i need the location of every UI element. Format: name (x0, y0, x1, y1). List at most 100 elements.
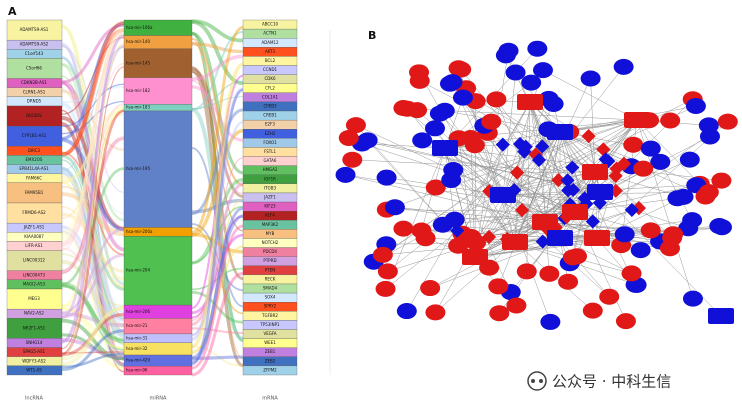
node-label: FSTL1 (264, 149, 276, 154)
node-label: CLRN1-AS1 (23, 89, 46, 94)
flow (61, 136, 125, 274)
node (335, 166, 356, 183)
node-label: WDFY3-AS2 (22, 358, 46, 363)
edge (574, 198, 678, 213)
flow (191, 355, 244, 361)
flow (191, 107, 244, 341)
flow (191, 120, 244, 337)
flow (191, 178, 244, 265)
flow (191, 67, 244, 198)
node (640, 222, 661, 239)
node-label: hsa-mir-106a (126, 25, 153, 30)
node (581, 129, 596, 144)
flow (61, 312, 125, 328)
flow (191, 183, 244, 326)
flow (191, 223, 244, 292)
node (562, 249, 583, 266)
node-label: WT1-AS (26, 367, 42, 372)
flow (61, 30, 125, 246)
node (673, 188, 694, 205)
node-label: CDKN2B-AS1 (21, 80, 47, 85)
flow (61, 284, 125, 351)
flow (61, 86, 125, 104)
flow (191, 19, 244, 43)
edge (361, 143, 576, 213)
node-label: ADAMTS9-AS2 (20, 42, 49, 47)
node (699, 128, 720, 145)
node-label: EPB41L4A-AS1 (19, 166, 49, 171)
edge (544, 131, 561, 223)
flow (191, 66, 244, 281)
flow (61, 312, 125, 357)
flow (61, 281, 125, 344)
node-label: ZEB2 (265, 358, 276, 363)
flow (191, 198, 244, 355)
node (614, 226, 635, 243)
node-label: CYP1B1-AS1 (22, 133, 47, 138)
edge (444, 147, 576, 213)
node (663, 226, 684, 243)
flow (191, 290, 244, 324)
edge (406, 101, 531, 312)
sankey-node (123, 110, 193, 228)
edge (636, 119, 700, 184)
flow (61, 212, 125, 273)
flow (61, 306, 125, 366)
node (452, 89, 473, 106)
flow (61, 20, 125, 157)
node-label: SPAG5-AS1 (23, 349, 46, 354)
flow (61, 106, 125, 182)
node-label: WEE1 (264, 340, 276, 345)
flow (191, 80, 244, 111)
flow (61, 167, 125, 286)
node (580, 70, 601, 87)
node (375, 280, 396, 297)
node-label: NAV2-AS2 (24, 311, 44, 316)
edge (594, 119, 638, 173)
flow (61, 103, 125, 247)
node (679, 151, 700, 168)
flow (191, 96, 244, 110)
watermark-text: 公众号 · 中科生信 (552, 373, 671, 391)
node-label: hsa-mir-140 (126, 39, 150, 44)
column-title: lncRNA (25, 396, 44, 402)
flow (61, 170, 125, 368)
node (432, 216, 453, 233)
hub-node (532, 214, 558, 230)
flow (61, 253, 125, 319)
column-title: miRNA (150, 396, 167, 402)
flow (61, 66, 125, 350)
node (434, 102, 455, 119)
flow (61, 110, 125, 275)
node-label: hsa-mir-21 (126, 323, 148, 328)
node-label: FAM95B1 (25, 190, 44, 195)
flow (61, 34, 125, 235)
flow (61, 24, 125, 359)
node (425, 304, 446, 321)
flow (191, 25, 244, 235)
flow (61, 42, 125, 358)
node (489, 305, 510, 322)
node-label: hsa-mir-145 (126, 60, 150, 65)
node-label: KIF23 (264, 204, 276, 209)
flow (61, 103, 125, 327)
node (717, 113, 738, 130)
node (409, 72, 430, 89)
node-label: HMGA2 (263, 167, 278, 172)
hub-node (547, 124, 573, 140)
node (396, 303, 417, 320)
flow (191, 41, 244, 187)
flow (191, 128, 244, 237)
node (540, 313, 561, 330)
hub-node (708, 308, 734, 324)
node-label: MAP3K2 (262, 222, 279, 227)
flow (61, 23, 125, 84)
flow (61, 318, 125, 361)
node-label: E2F3 (265, 122, 275, 127)
node-label: LINC00473 (23, 272, 45, 277)
node (481, 229, 497, 245)
node-label: ABCC10 (262, 22, 279, 27)
node (372, 246, 393, 263)
node-label: CREB1 (263, 113, 277, 118)
